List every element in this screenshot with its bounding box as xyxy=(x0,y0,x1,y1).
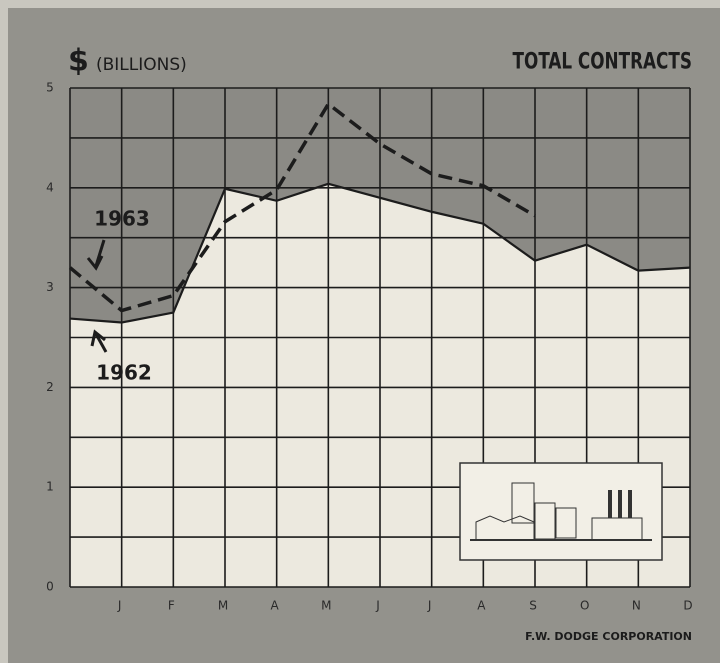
x-tick-label: D xyxy=(683,599,692,613)
series-annotation: 1963 xyxy=(94,207,150,231)
x-tick-label: M xyxy=(321,599,331,613)
series-annotation: 1962 xyxy=(96,361,152,385)
building-illustration xyxy=(460,463,662,560)
source: F.W. DODGE CORPORATION xyxy=(525,630,692,643)
y-tick-label: 3 xyxy=(46,280,54,294)
chart-title: TOTAL CONTRACTS xyxy=(513,48,692,74)
x-tick-label: J xyxy=(427,599,432,613)
y-tick-label: 2 xyxy=(46,380,54,394)
x-tick-label: A xyxy=(271,599,280,613)
x-tick-label: N xyxy=(632,599,641,613)
page: 0 1 2 3 4 5 J F M A M J J A S O N D $ (BILLIONS) TOTAL CO… xyxy=(0,0,720,663)
y-tick-label: 5 xyxy=(46,81,54,95)
x-tick-label: F xyxy=(168,599,175,613)
y-tick-label: 0 xyxy=(46,580,54,594)
y-tick-label: 1 xyxy=(46,480,54,494)
y-axis-unit: (BILLIONS) xyxy=(96,55,187,75)
y-tick-label: 4 xyxy=(46,180,54,194)
x-tick-label: A xyxy=(477,599,486,613)
x-tick-label: J xyxy=(117,599,122,613)
x-tick-label: S xyxy=(529,599,537,613)
x-tick-label: J xyxy=(375,599,380,613)
chart: 0 1 2 3 4 5 J F M A M J J A S O N D $ (BILLIONS) TOTAL CO… xyxy=(0,0,720,663)
x-tick-label: O xyxy=(580,599,589,613)
x-tick-label: M xyxy=(218,599,228,613)
y-axis-symbol: $ xyxy=(68,44,89,79)
